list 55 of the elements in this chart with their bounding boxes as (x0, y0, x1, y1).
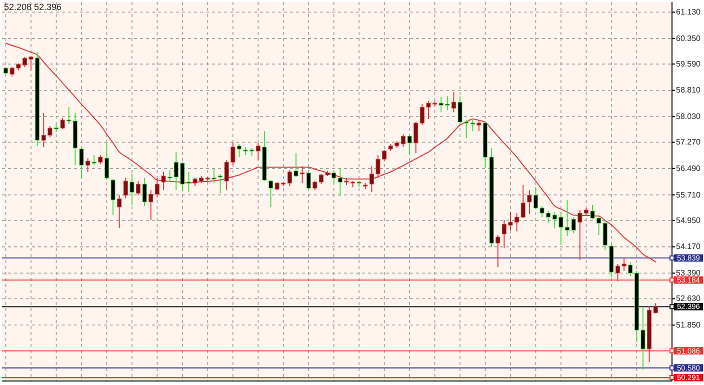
candlestick (117, 194, 122, 228)
candlestick (332, 170, 336, 185)
y-tick-label: 53.390 (676, 268, 702, 278)
candlestick (496, 234, 500, 268)
y-tick-label: 59.590 (676, 59, 702, 68)
candlestick (161, 171, 166, 191)
candlestick (520, 184, 526, 219)
candlestick (451, 92, 456, 113)
candlestick (136, 180, 141, 196)
annotation: 52.208 52.396 (4, 2, 62, 12)
candlestick (110, 178, 116, 216)
candlestick (312, 180, 318, 191)
candlestick (92, 154, 96, 166)
candlestick (602, 220, 608, 251)
candlestick (218, 173, 223, 194)
candlestick (414, 122, 418, 154)
y-tick-label: 52.630 (676, 294, 702, 304)
candlestick (338, 167, 342, 197)
y-tick-label: 51.850 (676, 320, 702, 330)
y-tick-label: 54.950 (676, 216, 702, 225)
candlestick (256, 142, 260, 161)
candlestick (571, 216, 576, 234)
candlestick (98, 154, 103, 165)
candlestick (66, 106, 72, 125)
candlestick (407, 134, 412, 155)
y-tick-label: 57.270 (676, 138, 702, 147)
candlestick (287, 169, 292, 187)
y-tick-label: 55.710 (676, 190, 702, 200)
candlestick (104, 142, 109, 181)
candlestick (142, 178, 147, 206)
candlestick (130, 173, 134, 206)
candlestick (212, 168, 216, 184)
line-series (5, 42, 656, 262)
candlestick (168, 169, 172, 183)
candlestick (527, 190, 532, 215)
candlestick (60, 117, 65, 130)
y-tick-label: 58.030 (676, 112, 702, 122)
y-tick-label: 56.490 (676, 164, 702, 173)
candlestick (236, 143, 242, 158)
candlestick (154, 178, 160, 198)
candlestick (148, 190, 154, 221)
y-tick-label: 61.130 (676, 8, 702, 17)
candlestick (268, 180, 274, 208)
candlestick (628, 261, 633, 277)
candlestick (79, 146, 84, 179)
candlestick (306, 171, 311, 191)
candlestick (470, 118, 475, 132)
candlestick (123, 178, 128, 199)
candlestick (300, 166, 305, 184)
y-tick-label: 58.810 (676, 86, 702, 95)
candlestick (86, 158, 90, 172)
y-tick-label: 60.350 (676, 34, 702, 43)
candlestick (476, 120, 482, 132)
y-tick-label: 54.170 (676, 242, 702, 252)
candlestick (294, 152, 298, 178)
